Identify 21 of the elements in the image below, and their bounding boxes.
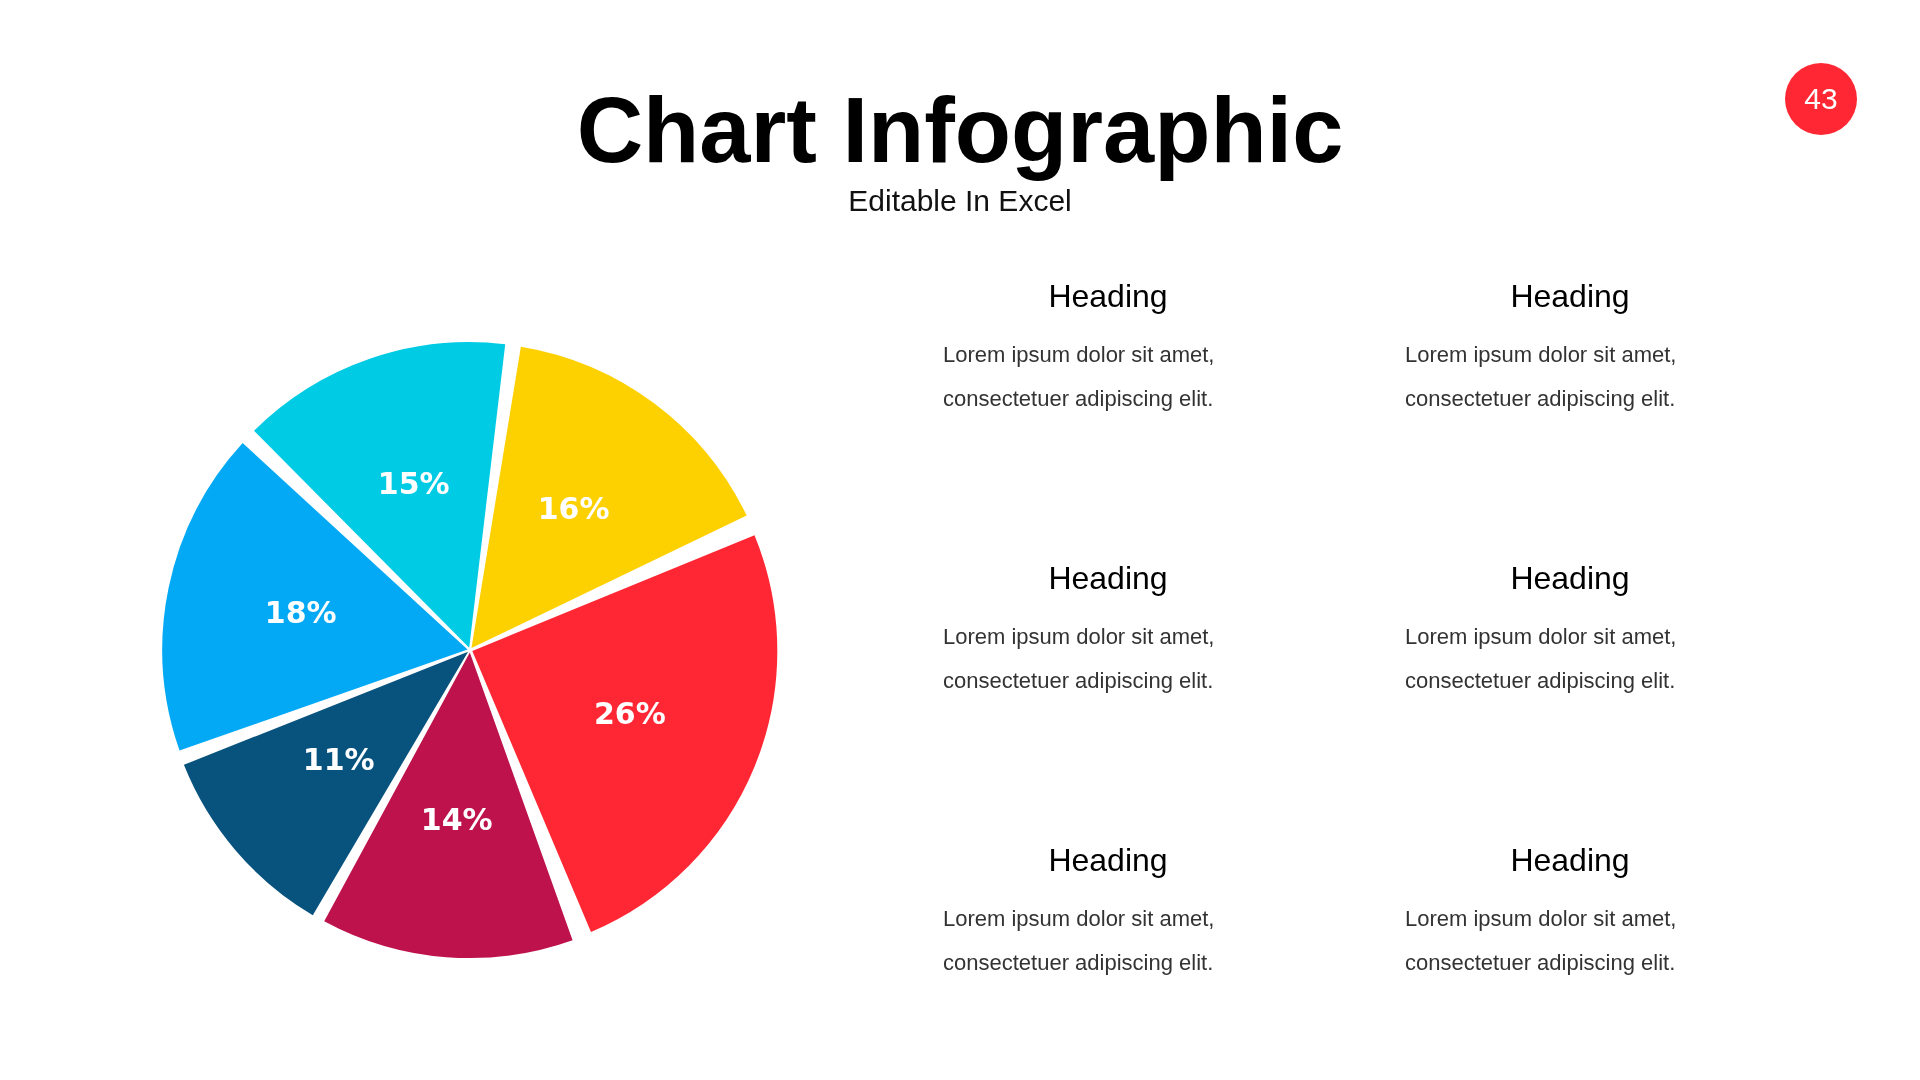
- text: Lorem ipsum dolor sit amet, consectetuer adipiscing elit.: [1405, 341, 1678, 413]
- data-label: 14%: [420, 802, 493, 838]
- text: Heading: [1509, 842, 1631, 879]
- chart-title: Chart Infographic: [576, 79, 1344, 181]
- text: Lorem ipsum dolor sit amet, consectetuer adipiscing elit.: [943, 905, 1216, 977]
- text: Editable In Excel: [847, 184, 1073, 218]
- text: 43: [1785, 63, 1857, 135]
- data-label: 15%: [377, 466, 450, 502]
- text: Heading: [1509, 560, 1631, 597]
- text: Lorem ipsum dolor sit amet, consectetuer adipiscing elit.: [943, 623, 1216, 695]
- text: Lorem ipsum dolor sit amet, consectetuer adipiscing elit.: [943, 341, 1216, 413]
- text: Heading: [1047, 560, 1169, 597]
- text: Heading: [1509, 278, 1631, 315]
- text: Lorem ipsum dolor sit amet, consectetuer adipiscing elit.: [1405, 623, 1678, 695]
- data-label: 11%: [302, 742, 375, 778]
- data-label: 26%: [593, 695, 666, 731]
- text: Heading: [1047, 842, 1169, 879]
- text: Lorem ipsum dolor sit amet, consectetuer adipiscing elit.: [1405, 905, 1678, 977]
- text: Heading: [1047, 278, 1169, 315]
- data-label: 16%: [537, 491, 610, 527]
- data-label: 18%: [264, 595, 337, 631]
